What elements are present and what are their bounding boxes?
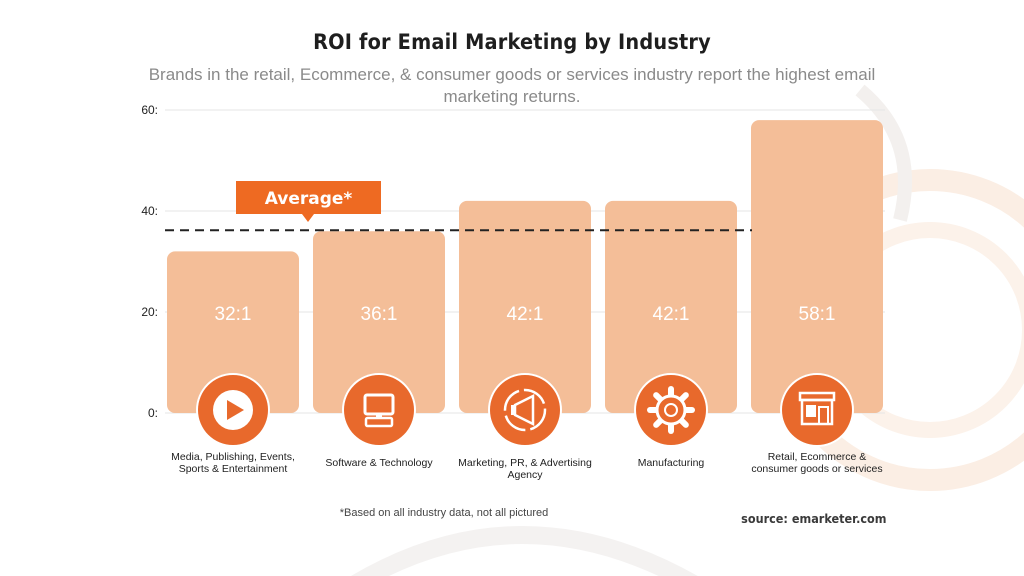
- source-credit: source: emarketer.com: [740, 511, 886, 526]
- x-category-label: Manufacturing: [637, 457, 705, 469]
- average-label: Average*: [265, 189, 353, 209]
- bar-value-label: 58:1: [799, 304, 836, 325]
- bar-value-label: 42:1: [653, 304, 690, 325]
- x-category-label: Marketing, PR, & Advertising Agency: [458, 457, 592, 481]
- average-pointer: [302, 214, 314, 222]
- storefront-icon: [780, 373, 854, 447]
- bar-value-label: 36:1: [361, 304, 398, 325]
- y-tick-label: 0:: [148, 406, 158, 420]
- y-tick-label: 40:: [141, 204, 158, 218]
- bar: [313, 231, 445, 413]
- average-box: [236, 181, 381, 214]
- chart-title: ROI for Email Marketing by Industry: [313, 30, 711, 54]
- footnote: *Based on all industry data, not all pic…: [339, 507, 549, 519]
- bar: [459, 200, 591, 413]
- bar: [751, 120, 883, 413]
- y-tick-label: 60:: [141, 103, 158, 117]
- bar: [605, 200, 737, 413]
- megaphone-icon: [488, 373, 562, 447]
- bar: [167, 251, 299, 413]
- bar-value-label: 32:1: [215, 304, 252, 325]
- bar-value-label: 42:1: [507, 304, 544, 325]
- x-category-label: Software & Technology: [325, 457, 433, 469]
- average-callout: Average*: [236, 181, 381, 222]
- x-category-label: Media, Publishing, Events, Sports & Ente…: [171, 451, 295, 475]
- y-tick-label: 20:: [141, 305, 158, 319]
- gear-icon: [634, 373, 708, 447]
- play-icon: [196, 373, 270, 447]
- chart-subtitle: Brands in the retail, Ecommerce, & consu…: [148, 65, 876, 106]
- monitor-icon: [342, 373, 416, 447]
- x-category-label: Retail, Ecommerce & consumer goods or se…: [751, 451, 883, 475]
